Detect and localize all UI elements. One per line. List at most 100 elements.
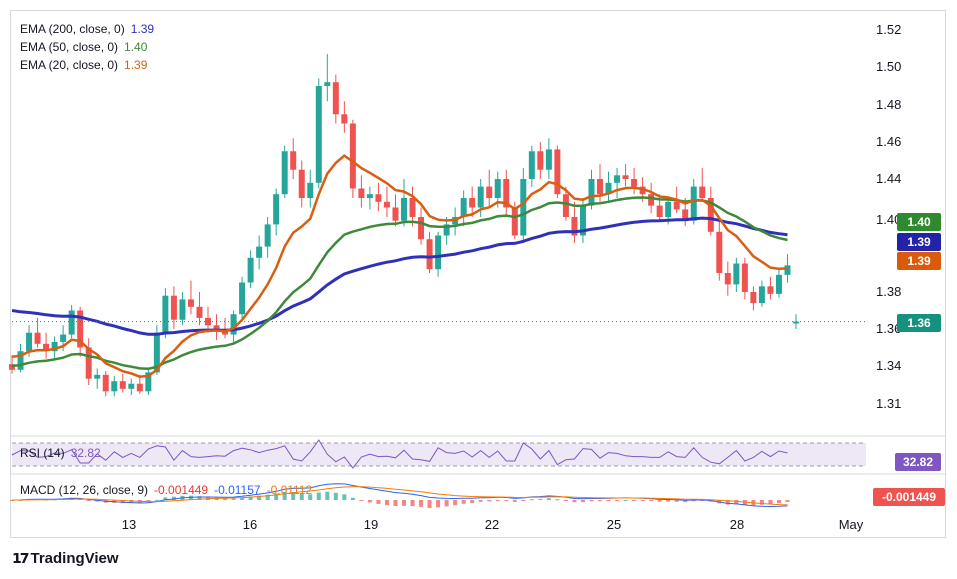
candle-body <box>477 186 484 208</box>
candle-body <box>775 274 782 294</box>
y-tick-label: 1.52 <box>876 22 901 37</box>
candle-body <box>9 364 15 370</box>
macd-histogram-bar <box>359 500 364 501</box>
macd-histogram-bar <box>257 495 262 500</box>
candle-body <box>213 325 220 329</box>
macd-histogram-bar <box>86 500 91 501</box>
candle-body <box>34 332 41 344</box>
y-tick-label: 1.46 <box>876 134 901 149</box>
macd-histogram-bar <box>461 500 466 504</box>
candle-body <box>511 207 518 236</box>
candle-body <box>741 263 748 292</box>
ema200-price-tag: 1.39 <box>897 233 941 251</box>
ema200-line <box>11 216 788 336</box>
candle-body <box>290 151 297 170</box>
macd-hist-value: -0.01112 <box>266 483 313 497</box>
x-tick-label: 25 <box>607 517 621 532</box>
macd-histogram-bar <box>427 500 432 508</box>
x-tick-label: 13 <box>122 517 136 532</box>
candle-body <box>358 188 365 198</box>
ema200-label: EMA (200, close, 0) <box>20 22 125 36</box>
macd-histogram-bar <box>674 500 679 502</box>
macd-histogram-bar <box>470 500 475 503</box>
candle-body <box>486 186 493 198</box>
candle-body <box>153 332 160 373</box>
macd-histogram-bar <box>657 500 662 502</box>
tradingview-logo[interactable]: 𝟭𝟳 TradingView <box>12 550 119 567</box>
candle-body <box>631 179 638 187</box>
candle-body <box>622 175 629 179</box>
y-tick-label: 1.50 <box>876 59 901 74</box>
candle-body <box>648 194 655 206</box>
candle-body <box>68 310 75 335</box>
macd-histogram-bar <box>402 500 406 506</box>
candle-body <box>315 86 322 183</box>
macd-histogram-bar <box>197 496 202 500</box>
candle-body <box>51 341 58 352</box>
candle-body <box>716 231 723 273</box>
candle-body <box>597 179 603 195</box>
macd-histogram-bar <box>487 500 492 502</box>
macd-histogram-bar <box>444 500 449 507</box>
macd-histogram-bar <box>785 500 790 502</box>
candle-body <box>614 175 621 183</box>
candle-body <box>520 179 527 236</box>
candle-body <box>298 169 305 198</box>
ema50-value: 1.40 <box>124 40 148 54</box>
rsi-value: 32.82 <box>70 446 101 460</box>
candle-body <box>401 198 407 221</box>
ema50-legend: EMA (50, close, 0) 1.40 <box>20 39 147 56</box>
rsi-legend: RSI (14) 32.82 <box>20 446 107 460</box>
candle-body <box>673 201 680 210</box>
macd-histogram-bar <box>606 500 611 501</box>
macd-label: MACD (12, 26, close, 9) <box>20 483 149 497</box>
macd-histogram-bar <box>333 492 338 500</box>
candle-body <box>435 235 442 270</box>
ema20-price-tag: 1.39 <box>897 252 941 270</box>
y-tick-label: 1.34 <box>876 358 901 373</box>
ema200-value: 1.39 <box>130 22 155 36</box>
macd-histogram-bar <box>299 493 304 500</box>
candle-body <box>750 292 757 304</box>
macd-histogram-bar <box>367 500 372 503</box>
macd-histogram-bar <box>691 500 696 502</box>
macd-value: -0.001449 <box>154 483 209 497</box>
ema20-value: 1.39 <box>124 58 148 72</box>
chart-frame <box>10 10 946 538</box>
candle-body <box>392 207 399 221</box>
last-price-tag: 1.36 <box>897 314 941 332</box>
candle-body <box>699 186 706 198</box>
candle-body <box>60 334 67 342</box>
x-tick-label: May <box>839 517 864 532</box>
candle-body <box>460 198 467 217</box>
price-chart[interactable]: 13 16 19 22 25 28 May1.521.501.481.461.441.401… <box>0 0 957 545</box>
macd-histogram-bar <box>504 500 509 501</box>
candle-body <box>281 151 288 195</box>
macd-histogram-bar <box>734 500 739 505</box>
candle-body <box>43 343 50 352</box>
macd-histogram-bar <box>555 499 560 501</box>
macd-histogram-bar <box>163 497 168 500</box>
candle-body <box>707 198 714 232</box>
candle-body <box>554 149 561 195</box>
candle-body <box>162 295 169 333</box>
y-tick-label: 1.31 <box>876 396 901 411</box>
candle-body <box>273 194 280 225</box>
candle-body <box>196 306 203 318</box>
macd-legend: MACD (12, 26, close, 9) -0.001449 -0.01157… <box>20 483 318 497</box>
candle-body <box>230 314 237 335</box>
candle-body <box>77 310 84 348</box>
macd-histogram-bar <box>146 500 151 502</box>
candle-body <box>545 149 552 170</box>
macd-histogram-bar <box>512 500 517 502</box>
candle-body <box>528 151 535 179</box>
macd-histogram-bar <box>376 500 381 504</box>
macd-histogram-bar <box>563 500 568 501</box>
macd-histogram-bar <box>521 500 526 501</box>
macd-histogram-bar <box>666 500 671 502</box>
macd-histogram-bar <box>223 498 228 500</box>
x-tick-label: 28 <box>730 517 744 532</box>
candle-body <box>579 205 586 236</box>
macd-histogram-bar <box>725 500 730 505</box>
candle-body <box>758 286 765 304</box>
